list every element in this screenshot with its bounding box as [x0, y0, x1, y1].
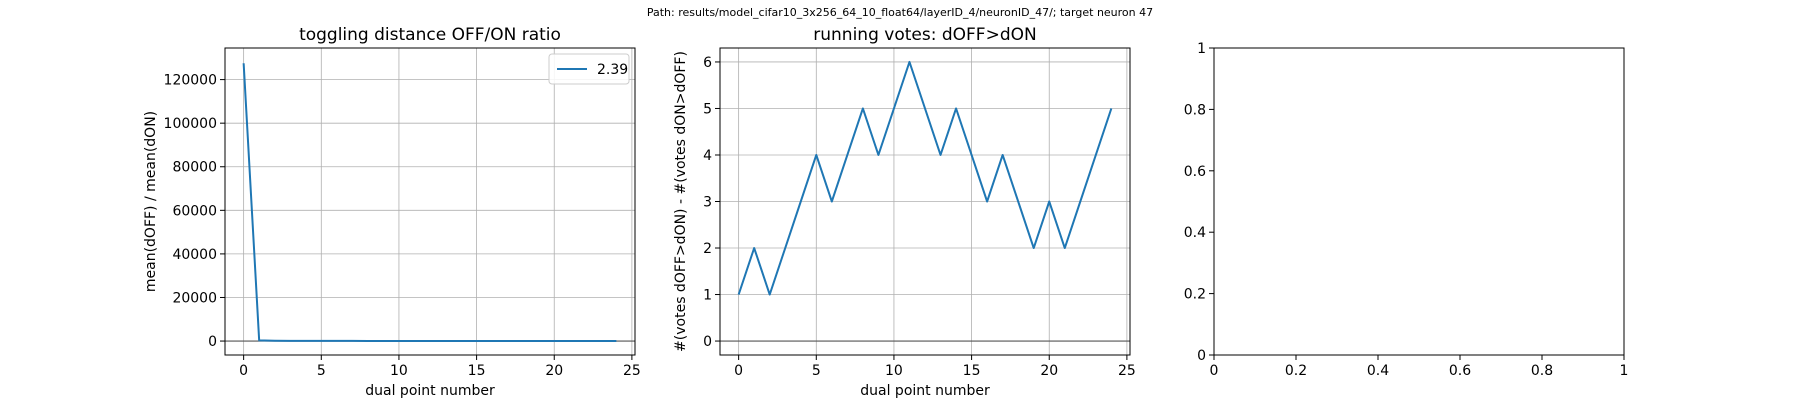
chart-title: toggling distance OFF/ON ratio [299, 25, 561, 45]
y-tick-label: 0.8 [1184, 102, 1206, 118]
x-tick-label: 0 [239, 363, 248, 379]
x-tick-label: 10 [885, 363, 903, 379]
x-tick-label: 25 [623, 363, 641, 379]
y-tick-label: 20000 [172, 290, 217, 306]
x-tick-label: 0.6 [1449, 363, 1471, 379]
y-tick-label: 1 [1197, 41, 1206, 57]
y-tick-label: 40000 [172, 247, 217, 263]
x-tick-label: 5 [812, 363, 821, 379]
x-tick-label: 0.8 [1531, 363, 1553, 379]
legend-entry: 2.39 [597, 62, 628, 78]
x-tick-label: 0.4 [1367, 363, 1389, 379]
legend: 2.39 [548, 53, 630, 85]
y-tick-label: 3 [703, 195, 712, 211]
y-tick-label: 0.2 [1184, 287, 1206, 303]
x-tick-label: 10 [390, 363, 408, 379]
x-tick-label: 15 [963, 363, 981, 379]
y-axis-label: mean(dOFF) / mean(dON) [143, 111, 159, 292]
x-axis-label: dual point number [860, 383, 990, 399]
chart-panel-3: 0 0.2 0.4 0.6 0.8 1 0 0.2 0.4 0.6 0.8 1 [1184, 41, 1629, 379]
y-tick-label: 5 [703, 101, 712, 117]
x-tick-label: 0.2 [1285, 363, 1307, 379]
series-line-1 [737, 60, 1113, 296]
series-line-1 [242, 63, 617, 343]
x-tick-label: 15 [468, 363, 486, 379]
x-tick-label: 0 [1210, 363, 1219, 379]
y-tick-label: 0 [703, 334, 712, 350]
chart-title: running votes: dOFF>dON [813, 25, 1036, 45]
y-tick-label: 0.4 [1184, 225, 1206, 241]
y-tick-label: 2 [703, 241, 712, 257]
y-tick-label: 4 [703, 148, 712, 164]
x-tick-label: 25 [1118, 363, 1136, 379]
y-tick-label: 100000 [164, 116, 217, 132]
x-tick-label: 5 [317, 363, 326, 379]
x-tick-label: 20 [1040, 363, 1058, 379]
chart-panel-2: 0 5 10 15 20 25 0 1 2 3 4 5 6 running votes: dOFF>dON… [673, 25, 1136, 399]
y-tick-label: 1 [703, 288, 712, 304]
legend-box [548, 53, 630, 85]
x-tick-label: 20 [545, 363, 563, 379]
figure-suptitle: Path: results/model_cifar10_3x256_64_10_… [647, 6, 1153, 19]
plot-frame [1213, 47, 1625, 356]
x-axis-label: dual point number [365, 383, 495, 399]
y-tick-label: 60000 [172, 203, 217, 219]
chart-panel-1: 0 5 10 15 20 25 0 20000 40000 60000 80000 100000 120… [143, 25, 641, 399]
y-tick-label: 0 [208, 334, 217, 350]
y-tick-label: 120000 [164, 73, 217, 89]
x-tick-label: 0 [734, 363, 743, 379]
y-axis-label: #(votes dOFF>dON) - #(votes dON>dOFF) [673, 51, 689, 352]
y-tick-label: 0.6 [1184, 164, 1206, 180]
plot-frame [224, 47, 636, 356]
y-tick-label: 80000 [172, 160, 217, 176]
y-tick-label: 0 [1197, 348, 1206, 364]
y-tick-label: 6 [703, 55, 712, 71]
x-tick-label: 1 [1620, 363, 1629, 379]
